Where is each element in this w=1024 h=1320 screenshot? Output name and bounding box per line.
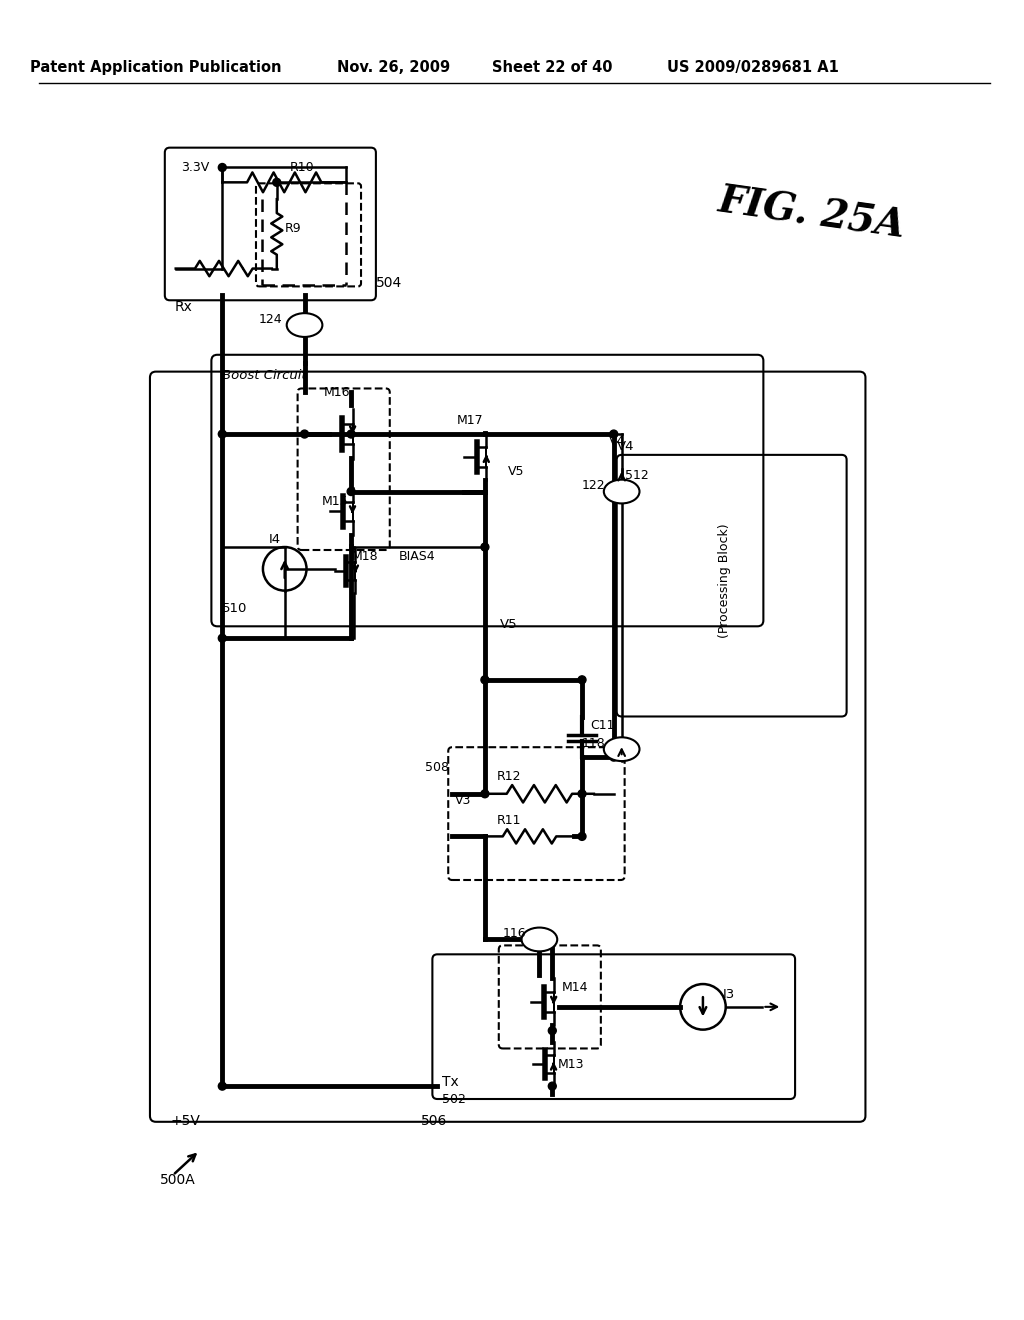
Text: 124: 124 xyxy=(259,313,283,326)
Text: V4: V4 xyxy=(616,441,634,454)
Text: Sheet 22 of 40: Sheet 22 of 40 xyxy=(493,59,612,75)
Text: 3.3V: 3.3V xyxy=(180,161,209,174)
Text: Nov. 26, 2009: Nov. 26, 2009 xyxy=(337,59,451,75)
Text: M14: M14 xyxy=(562,981,589,994)
Text: (Processing Block): (Processing Block) xyxy=(718,524,731,638)
Ellipse shape xyxy=(521,928,557,952)
Text: +5V: +5V xyxy=(171,1114,201,1127)
Circle shape xyxy=(548,1027,556,1035)
Circle shape xyxy=(579,676,586,684)
Circle shape xyxy=(272,178,281,186)
Text: Boost Circuit: Boost Circuit xyxy=(222,370,307,381)
Text: M17: M17 xyxy=(457,413,483,426)
Circle shape xyxy=(218,1082,226,1090)
Text: 116: 116 xyxy=(503,927,526,940)
Ellipse shape xyxy=(604,479,640,503)
Text: 122: 122 xyxy=(582,479,605,492)
Text: M15: M15 xyxy=(322,495,348,508)
Text: V4: V4 xyxy=(609,436,625,449)
Text: Tx: Tx xyxy=(442,1076,459,1089)
Circle shape xyxy=(579,833,586,841)
Circle shape xyxy=(579,789,586,797)
Circle shape xyxy=(301,430,308,438)
Circle shape xyxy=(548,1082,556,1090)
Text: R11: R11 xyxy=(497,814,521,828)
Circle shape xyxy=(481,543,488,550)
Text: 508: 508 xyxy=(425,760,450,774)
Text: 512: 512 xyxy=(625,469,648,482)
Circle shape xyxy=(609,430,617,438)
Text: R9: R9 xyxy=(285,223,301,235)
Text: M16: M16 xyxy=(324,385,350,399)
Circle shape xyxy=(609,754,617,762)
Circle shape xyxy=(347,430,355,438)
Text: I4: I4 xyxy=(269,532,281,545)
Circle shape xyxy=(347,487,355,495)
Circle shape xyxy=(218,634,226,642)
Text: FIG. 25A: FIG. 25A xyxy=(716,182,908,246)
Text: 506: 506 xyxy=(421,1114,446,1127)
Text: 500A: 500A xyxy=(160,1173,196,1187)
Text: M18: M18 xyxy=(352,550,379,564)
Text: M13: M13 xyxy=(558,1057,585,1071)
Ellipse shape xyxy=(287,313,323,337)
Text: 502: 502 xyxy=(442,1093,466,1106)
Text: 504: 504 xyxy=(376,276,402,290)
Text: R10: R10 xyxy=(290,161,314,174)
Text: US 2009/0289681 A1: US 2009/0289681 A1 xyxy=(667,59,839,75)
Circle shape xyxy=(481,789,488,797)
Ellipse shape xyxy=(604,738,640,762)
Circle shape xyxy=(218,164,226,172)
Text: 510: 510 xyxy=(222,602,248,615)
Text: C11: C11 xyxy=(590,719,614,731)
Text: BIAS4: BIAS4 xyxy=(398,550,435,564)
Text: R12: R12 xyxy=(497,771,521,784)
Text: V5: V5 xyxy=(508,465,524,478)
Text: V5: V5 xyxy=(500,618,517,631)
Text: Rx: Rx xyxy=(175,300,193,314)
Circle shape xyxy=(218,430,226,438)
Text: Patent Application Publication: Patent Application Publication xyxy=(30,59,282,75)
Text: V3: V3 xyxy=(456,795,471,808)
Text: I3: I3 xyxy=(723,989,735,1002)
Circle shape xyxy=(481,676,488,684)
Text: 118: 118 xyxy=(582,737,606,750)
